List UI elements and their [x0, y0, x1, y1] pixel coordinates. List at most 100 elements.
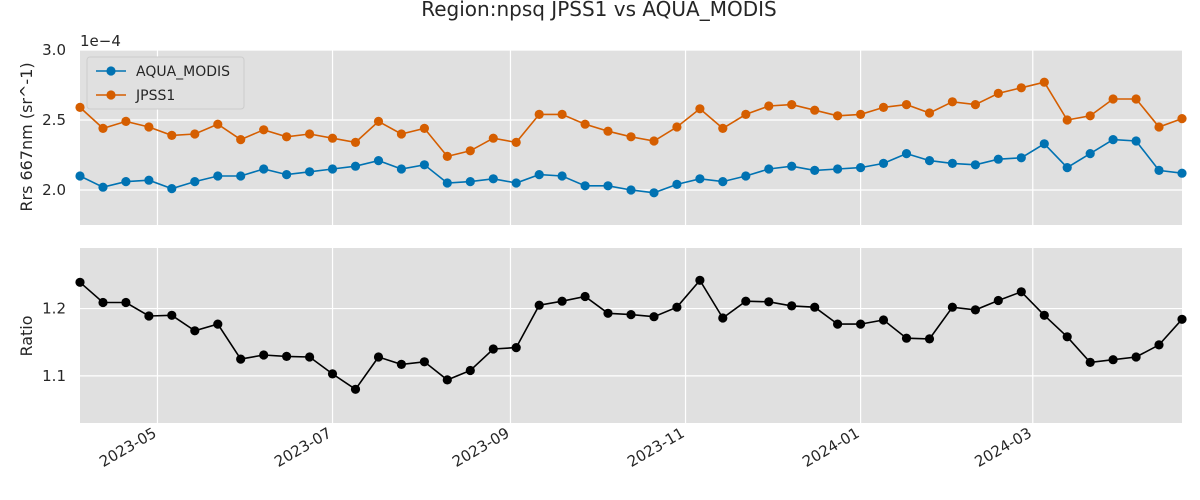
jpss1-point-2023-09-27	[580, 119, 590, 129]
ratio-point-2024-01-25	[924, 334, 935, 344]
aqua-modis-point-2023-09-27	[580, 181, 590, 191]
aqua-modis-point-2023-08-18	[465, 177, 475, 187]
aqua-modis-point-2023-08-02	[419, 160, 429, 170]
ratio-point-2023-11-22	[741, 296, 751, 306]
ratio-point-2023-11-06	[695, 275, 705, 285]
ratio-point-2023-08-02	[419, 357, 429, 367]
jpss1-point-2023-12-08	[787, 100, 797, 110]
legend: AQUA_MODIS JPSS1	[86, 56, 245, 110]
legend-label-aqua-modis: AQUA_MODIS	[136, 64, 230, 80]
aqua-modis-point-2024-03-29	[1108, 135, 1118, 145]
aqua-modis-point-2024-02-10	[970, 160, 981, 170]
y-multiplier-label: 1e−4	[80, 32, 121, 50]
aqua-modis-point-2023-12-16	[810, 165, 820, 175]
jpss1-point-2023-08-26	[488, 133, 498, 143]
aqua-modis-point-2023-07-09	[350, 161, 361, 171]
aqua-modis-point-2024-03-13	[1062, 163, 1072, 173]
aqua-modis-point-2023-12-24	[833, 164, 843, 174]
jpss1-point-2024-03-05	[1039, 77, 1049, 87]
aqua-modis-point-2023-05-22	[213, 171, 223, 181]
aqua-modis-point-2023-11-22	[741, 171, 751, 181]
aqua-modis-point-2024-04-06	[1131, 136, 1141, 146]
jpss1-point-2023-08-10	[442, 151, 452, 161]
ratio-point-2023-08-18	[465, 365, 475, 376]
ratio-point-2023-09-11	[534, 300, 544, 310]
ratio-point-2024-02-26	[1016, 287, 1026, 297]
bottom-plot-background	[80, 248, 1182, 423]
top-gridlines	[80, 49, 1182, 225]
jpss1-point-2023-05-30	[236, 135, 246, 145]
aqua-modis-point-2023-04-12	[98, 182, 108, 192]
bottom-y-tick-label: 1.2	[42, 300, 66, 318]
aqua-modis-point-2023-09-03	[511, 178, 521, 188]
top-y-axis-label: Rrs 667nm (sr^-1)	[17, 62, 36, 211]
jpss1-point-2023-04-28	[144, 122, 154, 132]
jpss1-point-2024-01-09	[878, 102, 889, 112]
ratio-point-2023-12-24	[833, 319, 843, 329]
ratio-point-2023-04-04	[75, 277, 85, 287]
aqua-modis-point-2023-06-07	[259, 164, 269, 174]
jpss1-point-2023-04-20	[121, 116, 131, 126]
ratio-point-2023-11-14	[718, 313, 728, 323]
ratio-point-2024-03-13	[1062, 332, 1072, 342]
jpss1-point-2023-04-04	[75, 102, 85, 112]
aqua-modis-point-2023-10-29	[672, 179, 682, 189]
aqua-modis-point-2023-11-06	[695, 174, 705, 184]
jpss1-point-2023-11-14	[718, 123, 728, 133]
jpss1-point-2024-03-13	[1062, 115, 1072, 125]
aqua-modis-point-2024-04-14	[1154, 165, 1164, 175]
jpss1-point-2023-04-12	[98, 123, 108, 133]
jpss1-point-2024-01-25	[924, 108, 935, 118]
ratio-point-2024-04-22	[1177, 314, 1187, 324]
x-tick-label-2024-03: 2024-03	[971, 424, 1034, 471]
ratio-point-2023-05-22	[213, 319, 223, 329]
bottom-y-axis-label: Ratio	[17, 315, 36, 356]
jpss1-point-2023-11-06	[695, 104, 705, 114]
jpss1-point-2023-08-18	[465, 146, 475, 156]
legend-swatch-marker-aqua-modis	[106, 66, 116, 76]
ratio-point-2023-07-01	[327, 369, 338, 379]
jpss1-point-2024-03-29	[1108, 94, 1118, 104]
ratio-point-2023-10-29	[672, 302, 682, 312]
aqua-modis-point-2023-05-06	[167, 184, 177, 194]
jpss1-point-2024-04-14	[1154, 122, 1164, 132]
jpss1-point-2024-04-06	[1131, 94, 1141, 104]
x-tick-label-2024-01: 2024-01	[799, 424, 862, 471]
bottom-series-lines	[75, 275, 1187, 394]
top-y-tick-labels: 2.0 2.5 3.0	[42, 41, 66, 199]
chart-title: Region:npsq JPSS1 vs AQUA_MODIS	[421, 0, 776, 21]
jpss1-point-2024-02-26	[1016, 83, 1026, 93]
top-series-lines	[75, 77, 1187, 198]
top-y-tick-label: 2.5	[42, 111, 66, 129]
ratio-point-2023-04-12	[98, 297, 108, 308]
ratio-point-2023-07-25	[396, 359, 406, 369]
ratio-point-2024-04-06	[1131, 352, 1141, 362]
ratio-point-2023-11-30	[764, 297, 774, 307]
ratio-point-2023-07-17	[373, 352, 384, 362]
bottom-y-tick-labels: 1.1 1.2	[42, 300, 66, 385]
x-tick-label-2023-05: 2023-05	[96, 424, 159, 471]
jpss1-point-2023-11-22	[741, 109, 751, 119]
jpss1-point-2023-05-22	[213, 119, 223, 129]
bottom-y-tick-label: 1.1	[42, 367, 66, 385]
x-tick-labels: 2023-05 2023-07 2023-09 2023-11 2024-01 2024-…	[96, 424, 1035, 471]
aqua-modis-point-2023-07-25	[396, 164, 406, 174]
aqua-modis-point-2023-07-17	[373, 156, 384, 166]
aqua-modis-point-2024-03-21	[1085, 149, 1095, 159]
ratio-point-2023-09-27	[580, 291, 590, 302]
ratio-point-2024-02-10	[970, 305, 981, 315]
bottom-gridlines	[80, 248, 1182, 423]
aqua-modis-point-2023-08-26	[488, 174, 498, 184]
legend-swatch-marker-jpss1	[106, 90, 116, 100]
ratio-point-2023-10-13	[626, 310, 636, 320]
aqua-modis-point-2023-10-21	[649, 188, 659, 198]
aqua-modis-point-2024-03-05	[1039, 139, 1049, 149]
jpss1-point-2024-02-18	[993, 88, 1003, 98]
ratio-point-2024-03-21	[1085, 357, 1095, 367]
ratio-point-2023-08-10	[442, 375, 452, 385]
aqua-modis-point-2023-08-10	[442, 178, 452, 188]
ratio-point-2023-05-14	[190, 326, 200, 336]
jpss1-point-2024-01-17	[901, 100, 912, 110]
jpss1-point-2024-02-02	[947, 97, 958, 107]
jpss1-point-2023-07-09	[350, 137, 361, 147]
